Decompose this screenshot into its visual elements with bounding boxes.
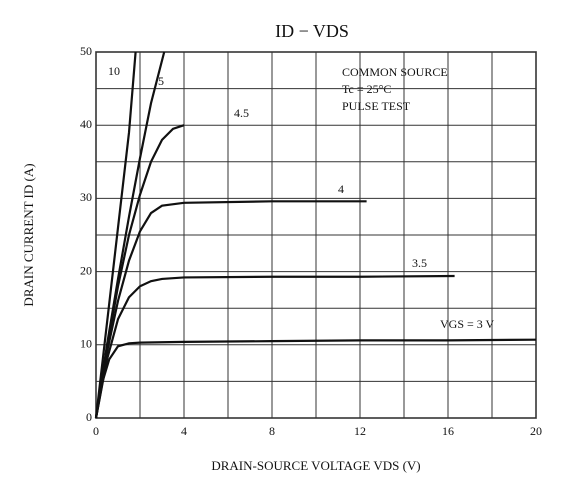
y-tick-label: 30 bbox=[80, 190, 92, 204]
y-tick-label: 50 bbox=[80, 44, 92, 58]
curve bbox=[94, 200, 367, 419]
annotation: PULSE TEST bbox=[342, 99, 411, 113]
x-tick-label: 16 bbox=[442, 424, 454, 438]
curve bbox=[94, 51, 137, 419]
y-tick-label: 20 bbox=[80, 263, 92, 277]
curve bbox=[94, 124, 185, 419]
curve-label: VGS = 3 V bbox=[440, 317, 495, 331]
x-axis-label: DRAIN-SOURCE VOLTAGE VDS (V) bbox=[211, 458, 420, 473]
curve-label: 5 bbox=[158, 74, 164, 88]
y-tick-label: 0 bbox=[86, 410, 92, 424]
y-axis-label: DRAIN CURRENT ID (A) bbox=[21, 163, 36, 306]
y-tick-label: 40 bbox=[80, 117, 92, 131]
curve bbox=[94, 274, 455, 419]
curve-label: 3.5 bbox=[412, 256, 427, 270]
curve bbox=[94, 338, 537, 419]
curve-label: 4.5 bbox=[234, 106, 249, 120]
x-tick-label: 8 bbox=[269, 424, 275, 438]
y-tick-label: 10 bbox=[80, 337, 92, 351]
x-tick-label: 4 bbox=[181, 424, 187, 438]
curve-label: 4 bbox=[338, 182, 344, 196]
x-tick-label: 20 bbox=[530, 424, 542, 438]
x-tick-label: 0 bbox=[93, 424, 99, 438]
curve-label: 10 bbox=[108, 64, 120, 78]
x-tick-label: 12 bbox=[354, 424, 366, 438]
chart-title: ID − VDS bbox=[275, 21, 349, 41]
annotation: COMMON SOURCE bbox=[342, 65, 448, 79]
